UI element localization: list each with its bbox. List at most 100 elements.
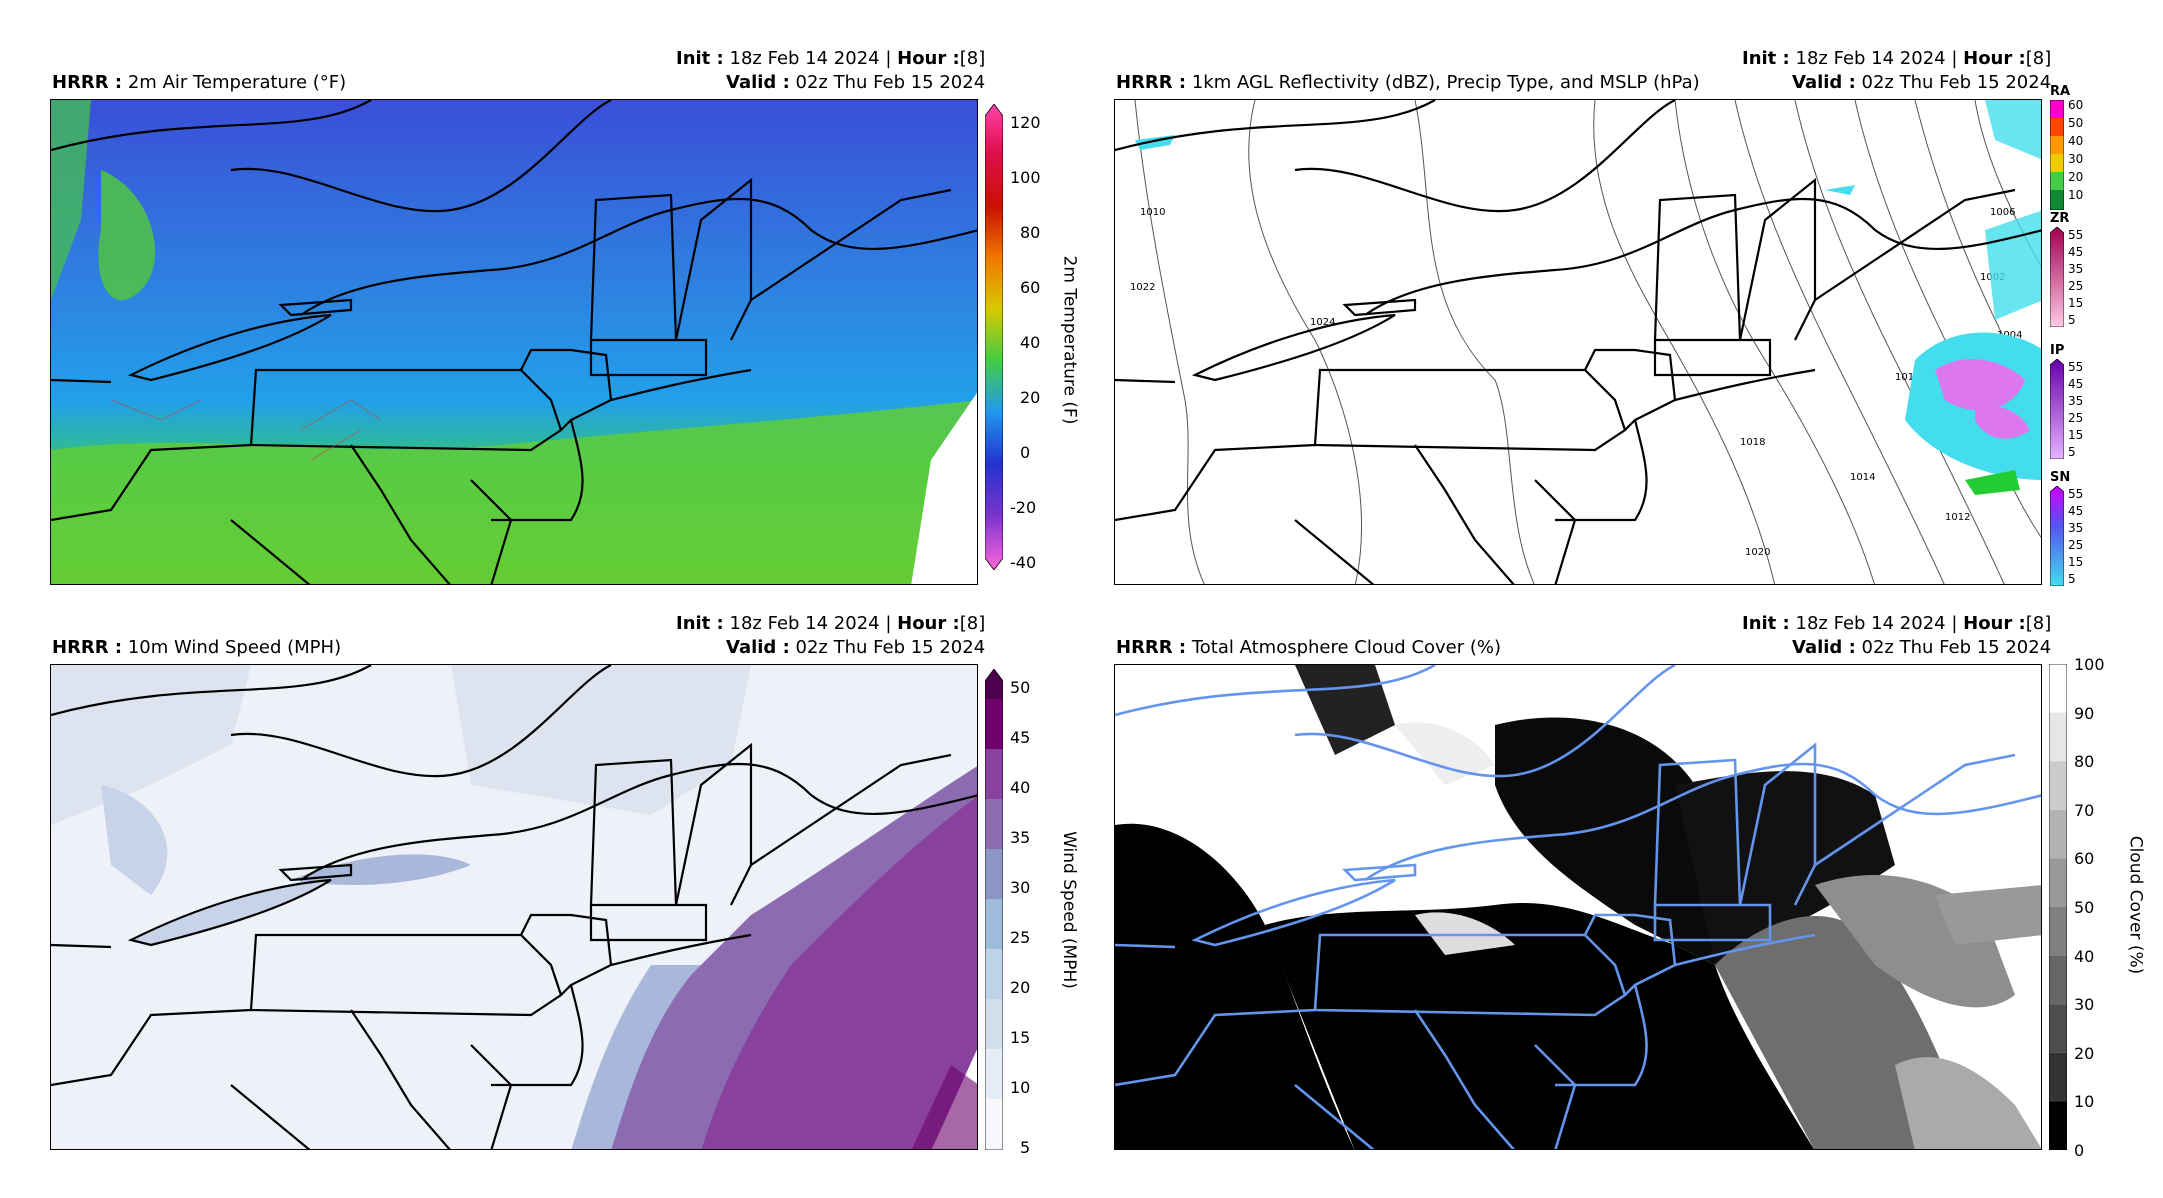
tick-label: 15 <box>2068 555 2084 569</box>
isobar-label: 1020 <box>1745 547 1770 558</box>
tick-label: 10 <box>2074 1092 2095 1111</box>
state-boundaries <box>1115 665 2041 1149</box>
colorbar-label: Wind Speed (MPH) <box>1058 831 1079 989</box>
tick-label: 25 <box>2068 411 2084 425</box>
tick-label: 10 <box>1010 1078 1031 1097</box>
temperature-colorbar <box>984 103 1004 571</box>
isobar-label: 1010 <box>1140 207 1165 218</box>
tick-label: 40 <box>1010 778 1031 797</box>
tick-label: 60 <box>2074 849 2095 868</box>
tick-label: 45 <box>2068 504 2084 518</box>
sn-colorbar <box>2050 486 2064 586</box>
init-line: Init : 18z Feb 14 2024 | Hour :[8] <box>1742 613 2052 634</box>
isobar-label: 1024 <box>1310 317 1335 328</box>
isobar-label: 1004 <box>1997 330 2022 341</box>
tick-label: 50 <box>2068 116 2084 130</box>
tick-label: 30 <box>2074 995 2095 1014</box>
isobars <box>1134 100 2041 584</box>
tick-label: 70 <box>2074 801 2095 820</box>
ra-colorbar <box>2050 100 2064 210</box>
wind-colorbar <box>984 668 1004 1151</box>
tick-label: 40 <box>2068 134 2084 148</box>
tick-label: 10 <box>2068 188 2084 202</box>
tick-label: 30 <box>1010 878 1031 897</box>
valid-line: Valid : 02z Thu Feb 15 2024 <box>1792 637 2052 658</box>
tick-label: 5 <box>1020 1138 1031 1157</box>
tick-label: 15 <box>1010 1028 1031 1047</box>
panel-title: HRRR : 10m Wind Speed (MPH) <box>52 637 342 658</box>
tick-label: 15 <box>2068 428 2084 442</box>
state-boundaries <box>51 665 977 1149</box>
panel-title: HRRR : 2m Air Temperature (°F) <box>52 72 347 93</box>
isobar-label: 1018 <box>1740 437 1765 448</box>
tick-label: 15 <box>2068 296 2084 310</box>
isobar-label: 1010 <box>1895 372 1920 383</box>
valid-line: Valid : 02z Thu Feb 15 2024 <box>726 637 986 658</box>
tick-label: 20 <box>1020 388 1041 407</box>
colorbar-label: 2m Temperature (F) <box>1059 255 1080 425</box>
tick-label: 5 <box>2068 313 2076 327</box>
tick-label: -40 <box>1010 553 1037 572</box>
tick-label: 55 <box>2068 487 2084 501</box>
tick-label: 80 <box>1020 223 1041 242</box>
tick-label: -20 <box>1010 498 1037 517</box>
init-line: Init : 18z Feb 14 2024 | Hour :[8] <box>676 613 986 634</box>
ip-colorbar <box>2050 359 2064 459</box>
state-boundaries <box>51 100 977 584</box>
panel-title: HRRR : 1km AGL Reflectivity (dBZ), Preci… <box>1116 72 1700 93</box>
ptype-ra: RA 60 50 40 30 20 10 <box>2050 84 2083 210</box>
tick-label: 45 <box>2068 377 2084 391</box>
tick-label: 25 <box>1010 928 1031 947</box>
tick-label: 50 <box>1010 678 1031 697</box>
tick-label: 100 <box>1010 168 1041 187</box>
tick-label: 20 <box>2068 170 2084 184</box>
tick-label: 5 <box>2068 572 2076 586</box>
tick-label: 100 <box>2074 655 2105 674</box>
tick-label: 35 <box>2068 394 2084 408</box>
tick-label: 60 <box>2068 98 2084 112</box>
tick-label: 80 <box>2074 752 2095 771</box>
tick-label: 20 <box>1010 978 1031 997</box>
tick-label: 60 <box>1020 278 1041 297</box>
wind-map <box>50 664 978 1150</box>
zr-colorbar <box>2050 227 2064 327</box>
precip-echoes <box>1135 100 2041 495</box>
init-line: Init : 18z Feb 14 2024 | Hour :[8] <box>1742 48 2052 69</box>
isobar-label: 1012 <box>1945 512 1970 523</box>
tick-label: 120 <box>1010 113 1041 132</box>
valid-line: Valid : 02z Thu Feb 15 2024 <box>1792 72 2052 93</box>
tick-label: 25 <box>2068 538 2084 552</box>
tick-label: 55 <box>2068 360 2084 374</box>
tick-label: 25 <box>2068 279 2084 293</box>
tick-label: 35 <box>2068 262 2084 276</box>
tick-label: 20 <box>2074 1044 2095 1063</box>
colorbar-label: Cloud Cover (%) <box>2125 835 2146 975</box>
temperature-map <box>50 99 978 585</box>
isobar-label: 1022 <box>1130 282 1155 293</box>
tick-label: 40 <box>1020 333 1041 352</box>
isobar-label: 1006 <box>1990 207 2015 218</box>
tick-label: 55 <box>2068 228 2084 242</box>
tick-label: 90 <box>2074 704 2095 723</box>
valid-line: Valid : 02z Thu Feb 15 2024 <box>726 72 986 93</box>
ptype-sn: SN 55 45 35 25 15 5 <box>2050 470 2084 586</box>
ptype-zr: ZR 55 45 35 25 15 5 <box>2050 211 2084 327</box>
cloud-colorbar <box>2048 663 2068 1151</box>
tick-label: 35 <box>2068 521 2084 535</box>
ptype-ip: IP 55 45 35 25 15 5 <box>2050 343 2084 459</box>
state-boundaries <box>1115 100 2041 584</box>
tick-label: 50 <box>2074 898 2095 917</box>
tick-label: 30 <box>2068 152 2084 166</box>
isobar-label: 1014 <box>1850 472 1875 483</box>
tick-label: 0 <box>1020 443 1031 462</box>
panel-title: HRRR : Total Atmosphere Cloud Cover (%) <box>1116 637 1502 658</box>
init-line: Init : 18z Feb 14 2024 | Hour :[8] <box>676 48 986 69</box>
cloud-map <box>1114 664 2042 1150</box>
tick-label: 45 <box>1010 728 1031 747</box>
tick-label: 5 <box>2068 445 2076 459</box>
tick-label: 45 <box>2068 245 2084 259</box>
tick-label: 0 <box>2074 1141 2085 1160</box>
tick-label: 35 <box>1010 828 1031 847</box>
tick-label: 40 <box>2074 947 2095 966</box>
